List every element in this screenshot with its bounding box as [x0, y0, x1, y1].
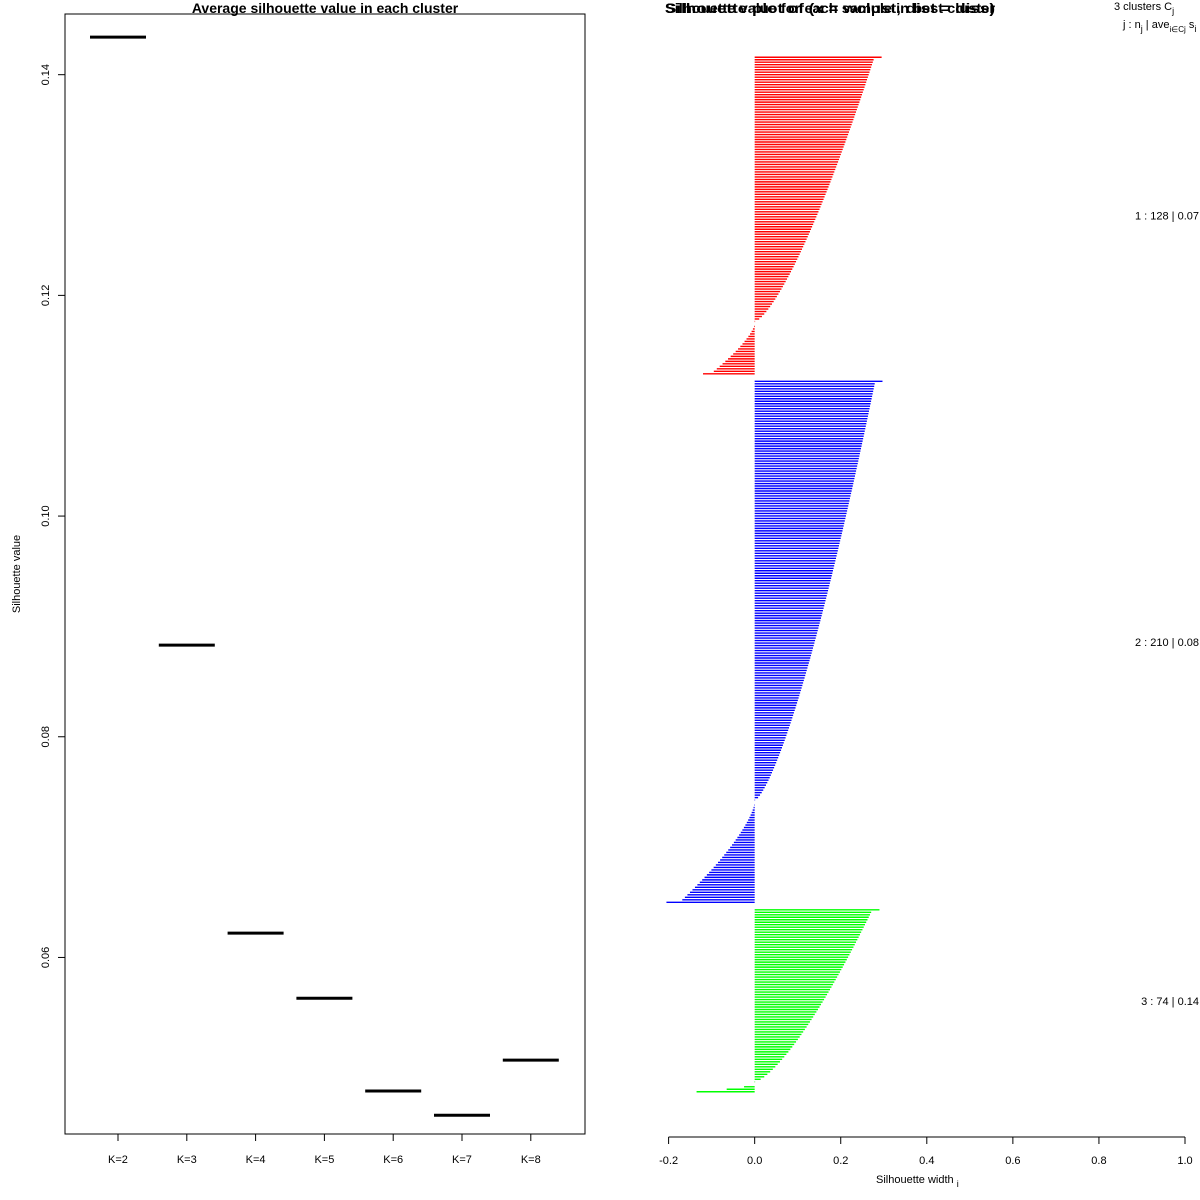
left-y-tick-label: 0.06: [40, 947, 52, 968]
left-x-tick-label: K=5: [314, 1154, 334, 1166]
left-plot-box: [64, 13, 586, 1135]
right-x-axis-label: Silhouette width i: [876, 1174, 959, 1189]
left-x-tick-label: K=2: [108, 1154, 128, 1166]
right-x-tick-label: 0.8: [1091, 1155, 1106, 1167]
left-y-tick-label: 0.14: [40, 64, 52, 85]
header-j-n: j : n: [1122, 19, 1141, 31]
left-y-tick-label: 0.08: [40, 726, 52, 747]
right-x-tick-label: 0.6: [1005, 1155, 1020, 1167]
clusters-header-line1: 3 clusters Cj: [1114, 1, 1174, 16]
left-panel: Average silhouette value in each cluster…: [11, 0, 586, 1166]
cluster-label: 2 : 210 | 0.08: [1135, 637, 1199, 649]
left-y-tick-label: 0.12: [40, 285, 52, 306]
clusters-header-text: 3 clusters C: [1114, 1, 1172, 13]
header-ave-sub: i∈Cj: [1169, 25, 1186, 34]
right-chart-title: Silhouette value for each sample in best…: [665, 0, 996, 16]
right-x-axis-label-text: Silhouette width: [876, 1174, 954, 1186]
left-x-tick-label: K=7: [452, 1154, 472, 1166]
right-x-axis-label-sub: i: [957, 1179, 959, 1189]
left-y-tick-label: 0.10: [40, 505, 52, 526]
header-s-sub: i: [1194, 24, 1196, 34]
right-panel: Silhouette plot of (x = wclust, dist = d…: [659, 0, 1199, 1189]
right-x-tick-label: 0.2: [833, 1155, 848, 1167]
left-chart-title: Average silhouette value in each cluster: [192, 0, 459, 16]
right-x-axis: -0.2 0.0 0.2 0.4 0.6 0.8 1.0: [659, 1136, 1193, 1167]
left-x-tick-label: K=4: [246, 1154, 266, 1166]
cluster-label: 3 : 74 | 0.14: [1141, 996, 1199, 1008]
right-chart-title-underlay: Silhouette plot of (x = wclust, dist = d…: [665, 0, 995, 16]
right-x-tick-label: 0.4: [919, 1155, 934, 1167]
left-x-axis: K=2 K=3 K=4 K=5 K=6 K=7 K=8: [108, 1134, 541, 1166]
clusters-header-sub: j: [1171, 6, 1174, 16]
header-ave: | ave: [1143, 19, 1170, 31]
left-y-axis: 0.06 0.08 0.10 0.12 0.14: [40, 64, 65, 968]
left-data-marks: [90, 35, 559, 1117]
left-x-tick-label: K=8: [521, 1154, 541, 1166]
left-x-tick-label: K=3: [177, 1154, 197, 1166]
header-nj-sub: j: [1140, 24, 1143, 34]
cluster-labels: 1 : 128 | 0.07 2 : 210 | 0.08 3 : 74 | 0.1…: [1135, 211, 1199, 1008]
right-x-tick-label: 1.0: [1177, 1155, 1192, 1167]
silhouette-bars: [666, 56, 883, 1093]
right-x-tick-label: -0.2: [659, 1155, 678, 1167]
left-y-axis-label: Silhouette value: [11, 535, 23, 613]
clusters-header-line2: j : nj | avei∈Cj si: [1122, 19, 1196, 34]
header-s: s: [1186, 19, 1195, 31]
left-x-tick-label: K=6: [383, 1154, 403, 1166]
right-x-tick-label: 0.0: [747, 1155, 762, 1167]
cluster-label: 1 : 128 | 0.07: [1135, 211, 1199, 223]
